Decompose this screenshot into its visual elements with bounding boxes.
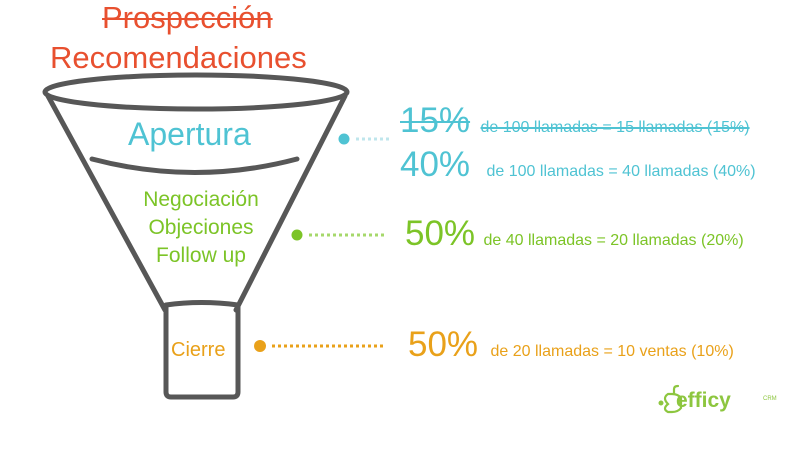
metric-row-negociacion: 50% de 40 llamadas = 20 llamadas (20%) xyxy=(405,214,744,254)
funnel-title-struck: Prospección xyxy=(102,0,273,35)
funnel-wall-left xyxy=(45,93,168,313)
stage-cierre-label: Cierre xyxy=(171,339,226,361)
metric-description: de 20 llamadas = 10 ventas (10%) xyxy=(490,343,734,360)
logo-sup: CRM xyxy=(763,396,777,402)
funnel-spout xyxy=(163,300,241,400)
funnel-title: Recomendaciones xyxy=(50,40,307,75)
stage-negociacion-label: Negociación xyxy=(143,188,259,211)
metric-row-struck: 15% de 100 llamadas = 15 llamadas (15%) xyxy=(400,101,750,141)
metric-row-cierre: 50% de 20 llamadas = 10 ventas (10%) xyxy=(408,325,734,365)
funnel-band-1 xyxy=(89,156,300,175)
stage-followup-label: Follow up xyxy=(156,244,246,267)
stage-negociacion-labels: Negociación Objeciones Follow up xyxy=(131,186,271,270)
stage-objeciones-label: Objeciones xyxy=(148,216,254,239)
metric-percent: 15% xyxy=(400,101,471,140)
metric-description: de 40 llamadas = 20 llamadas (20%) xyxy=(483,232,744,249)
cierre-dot xyxy=(254,340,266,352)
submarine-icon xyxy=(658,384,683,414)
metric-row-apertura: 40% de 100 llamadas = 40 llamadas (40%) xyxy=(400,145,756,185)
logo-text: efficy xyxy=(676,389,731,412)
funnel-rim xyxy=(42,72,350,112)
metric-percent: 50% xyxy=(408,325,479,364)
metric-percent: 40% xyxy=(400,145,471,184)
apertura-dot xyxy=(338,133,350,145)
metric-description: de 100 llamadas = 15 llamadas (15%) xyxy=(480,119,750,136)
metric-description: de 100 llamadas = 40 llamadas (40%) xyxy=(486,163,756,180)
funnel-wall-right xyxy=(233,93,348,313)
negociacion-dot xyxy=(291,229,303,241)
metric-percent: 50% xyxy=(405,214,476,253)
stage-apertura-label: Apertura xyxy=(128,116,251,152)
